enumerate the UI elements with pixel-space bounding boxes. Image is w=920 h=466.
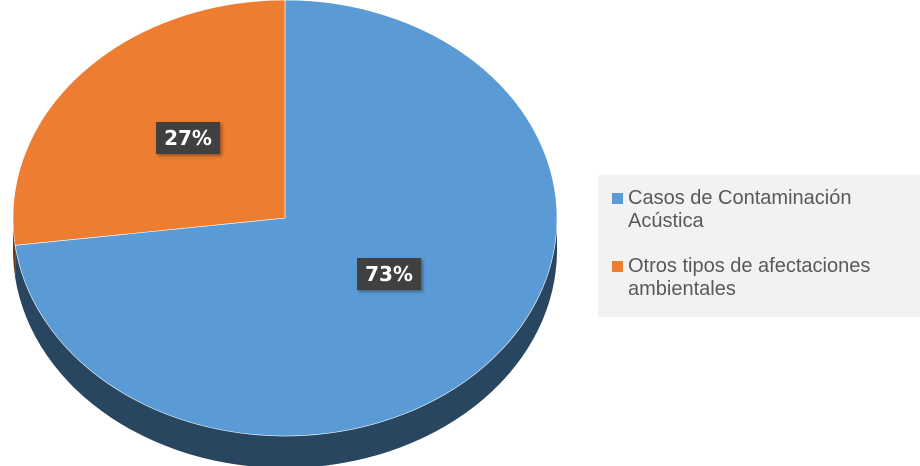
pie-slice-0 [14, 0, 558, 437]
legend-label-contaminacion: Casos de Contaminación Acústica [628, 187, 852, 232]
data-label-otros: 27% [156, 122, 220, 154]
legend-swatch-contaminacion [612, 193, 623, 204]
legend-label-otros: Otros tipos de afectaciones ambientales [628, 255, 871, 300]
legend-item-otros: Otros tipos de afectaciones ambientales [612, 255, 912, 301]
legend: Casos de Contaminación Acústica Otros ti… [598, 175, 920, 317]
data-label-contaminacion: 73% [357, 258, 421, 290]
legend-swatch-otros [612, 261, 623, 272]
pie-slice-1 [12, 0, 286, 246]
legend-item-contaminacion: Casos de Contaminación Acústica [612, 187, 912, 233]
